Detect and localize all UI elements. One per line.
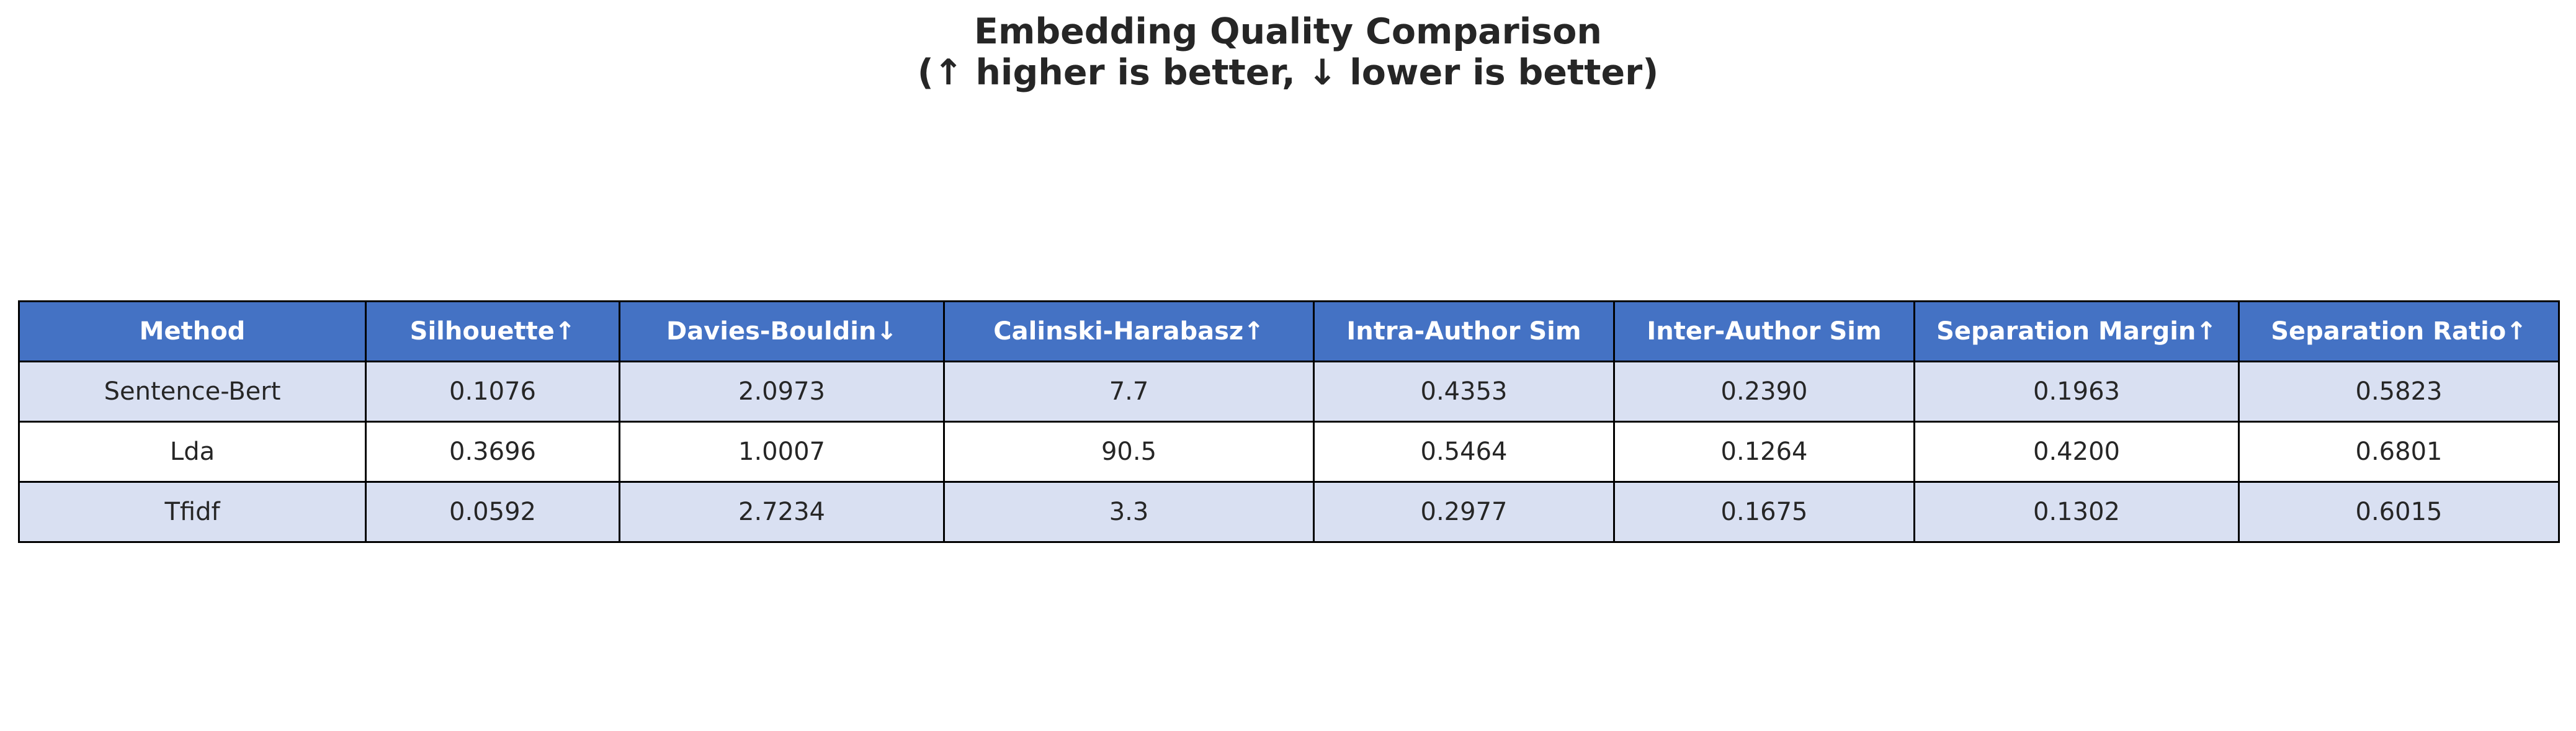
cell-inter-author-sim: 0.2390 bbox=[1613, 361, 1915, 423]
cell-method: Sentence-Bert bbox=[18, 361, 367, 423]
column-header-calinski-harabasz: Calinski-Harabasz↑ bbox=[943, 300, 1315, 362]
cell-calinski-harabasz: 7.7 bbox=[943, 361, 1315, 423]
cell-inter-author-sim: 0.1675 bbox=[1613, 481, 1915, 543]
table-row: Sentence-Bert 0.1076 2.0973 7.7 0.4353 0… bbox=[18, 361, 2560, 423]
cell-silhouette: 0.0592 bbox=[365, 481, 620, 543]
column-header-intra-author-sim: Intra-Author Sim bbox=[1313, 300, 1615, 362]
table-row: Tfidf 0.0592 2.7234 3.3 0.2977 0.1675 0.… bbox=[18, 481, 2560, 543]
column-header-davies-bouldin: Davies-Bouldin↓ bbox=[619, 300, 945, 362]
metrics-table: Method Silhouette↑ Davies-Bouldin↓ Calin… bbox=[18, 300, 2560, 543]
cell-silhouette: 0.3696 bbox=[365, 421, 620, 483]
chart-title-line-2: (↑ higher is better, ↓ lower is better) bbox=[917, 52, 1659, 93]
cell-davies-bouldin: 1.0007 bbox=[619, 421, 945, 483]
cell-separation-margin: 0.1963 bbox=[1913, 361, 2240, 423]
cell-method: Lda bbox=[18, 421, 367, 483]
cell-intra-author-sim: 0.4353 bbox=[1313, 361, 1615, 423]
chart-title: Embedding Quality Comparison (↑ higher i… bbox=[0, 11, 2576, 93]
chart-title-line-1: Embedding Quality Comparison bbox=[974, 11, 1602, 52]
cell-separation-ratio: 0.6801 bbox=[2238, 421, 2560, 483]
cell-calinski-harabasz: 3.3 bbox=[943, 481, 1315, 543]
cell-davies-bouldin: 2.7234 bbox=[619, 481, 945, 543]
cell-calinski-harabasz: 90.5 bbox=[943, 421, 1315, 483]
cell-separation-margin: 0.4200 bbox=[1913, 421, 2240, 483]
column-header-silhouette: Silhouette↑ bbox=[365, 300, 620, 362]
table-header-row: Method Silhouette↑ Davies-Bouldin↓ Calin… bbox=[18, 300, 2560, 362]
cell-separation-ratio: 0.5823 bbox=[2238, 361, 2560, 423]
cell-inter-author-sim: 0.1264 bbox=[1613, 421, 1915, 483]
cell-intra-author-sim: 0.5464 bbox=[1313, 421, 1615, 483]
cell-intra-author-sim: 0.2977 bbox=[1313, 481, 1615, 543]
cell-silhouette: 0.1076 bbox=[365, 361, 620, 423]
cell-method: Tfidf bbox=[18, 481, 367, 543]
column-header-inter-author-sim: Inter-Author Sim bbox=[1613, 300, 1915, 362]
cell-davies-bouldin: 2.0973 bbox=[619, 361, 945, 423]
cell-separation-margin: 0.1302 bbox=[1913, 481, 2240, 543]
column-header-separation-ratio: Separation Ratio↑ bbox=[2238, 300, 2560, 362]
cell-separation-ratio: 0.6015 bbox=[2238, 481, 2560, 543]
column-header-method: Method bbox=[18, 300, 367, 362]
column-header-separation-margin: Separation Margin↑ bbox=[1913, 300, 2240, 362]
table-row: Lda 0.3696 1.0007 90.5 0.5464 0.1264 0.4… bbox=[18, 421, 2560, 483]
